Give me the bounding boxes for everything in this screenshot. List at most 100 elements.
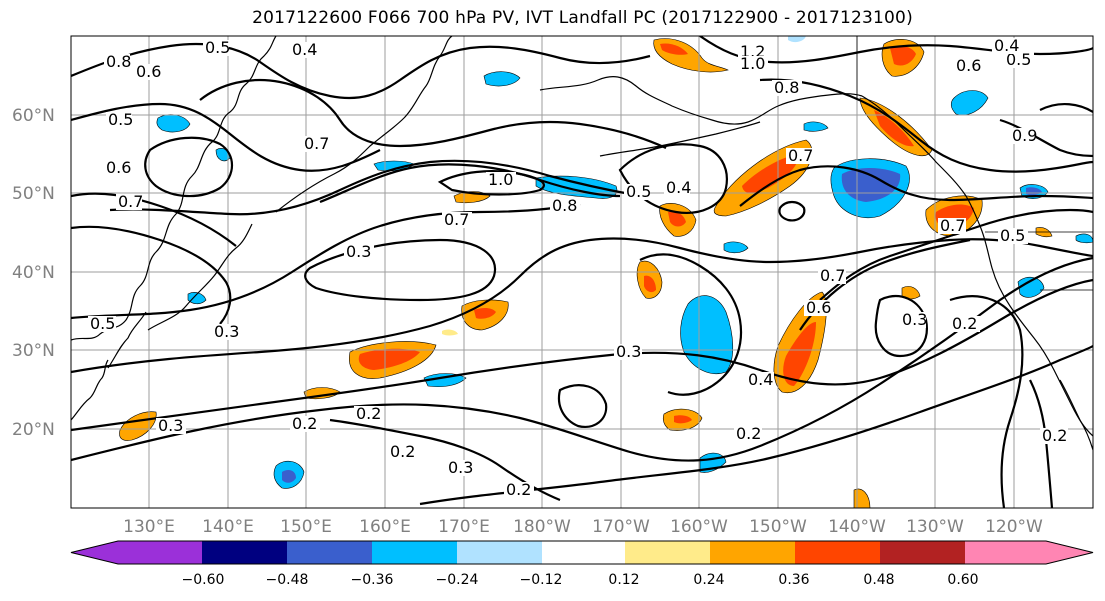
contour-label: 0.3 xyxy=(212,322,242,341)
contour-label: 0.4 xyxy=(746,370,774,389)
contour-west-0.6 xyxy=(71,225,232,325)
colorbar-segment xyxy=(582,541,625,564)
svg-text:0.8: 0.8 xyxy=(106,52,131,71)
china-coastline xyxy=(71,359,109,421)
positive-anomaly-core xyxy=(890,46,916,66)
svg-text:0.6: 0.6 xyxy=(106,158,131,177)
svg-text:0.2: 0.2 xyxy=(1042,426,1067,445)
colorbar-tick-label: 0.12 xyxy=(608,572,639,588)
chart-title: 2017122600 F066 700 hPa PV, IVT Landfall… xyxy=(252,8,913,28)
colorbar-segment xyxy=(710,541,795,564)
contour-label: 0.7 xyxy=(116,192,143,211)
negative-anomaly-patch xyxy=(723,241,749,254)
positive-anomaly-core xyxy=(644,275,656,293)
svg-text:0.8: 0.8 xyxy=(552,196,577,215)
colorbar-segment xyxy=(880,541,965,564)
svg-text:0.5: 0.5 xyxy=(108,110,133,129)
contour-0.3-loop xyxy=(304,238,497,302)
contour-0.3-south xyxy=(71,278,1093,432)
colorbar-segment xyxy=(202,541,287,564)
colorbar-segment xyxy=(372,541,457,564)
colorbar-segment xyxy=(287,541,372,564)
baja-coastline xyxy=(1059,379,1093,451)
aleutians-coastline xyxy=(599,121,761,157)
north-america-coastline xyxy=(979,225,1093,437)
contour-label: 0.7 xyxy=(938,216,966,235)
positive-anomaly-patch xyxy=(442,329,458,336)
svg-text:0.3: 0.3 xyxy=(616,342,641,361)
contour-loop-ne xyxy=(618,143,728,214)
map-frame xyxy=(70,35,1094,509)
lon-label: 150°W xyxy=(749,517,807,537)
positive-anomaly-core xyxy=(874,110,914,147)
lon-label: 150°E xyxy=(280,517,332,537)
colorbar-outline xyxy=(70,540,1094,565)
svg-text:0.7: 0.7 xyxy=(444,210,469,229)
contour-label: 0.2 xyxy=(950,314,980,333)
contour-east-0.3 xyxy=(874,295,928,358)
contour-label: 0.3 xyxy=(446,458,474,477)
contour-west-0.7 xyxy=(71,192,237,247)
lon-labels: 130°E 140°E 150°E 160°E 170°E 180°W 170°… xyxy=(123,517,1043,537)
lat-label: 30°N xyxy=(12,341,55,361)
lon-label: 120°W xyxy=(985,517,1043,537)
contour-label: 0.5 xyxy=(624,182,651,201)
colorbar-max-extension xyxy=(965,541,1093,564)
svg-text:0.2: 0.2 xyxy=(952,314,977,333)
contour-label: 0.4 xyxy=(992,36,1022,55)
svg-text:0.9: 0.9 xyxy=(1012,126,1037,145)
contour-label: 0.7 xyxy=(302,134,329,153)
contour-label: 0.5 xyxy=(1004,50,1034,69)
colorbar-min-extension xyxy=(71,541,202,564)
colorbar-segment xyxy=(457,541,542,564)
colorbar-tick-label: 0.36 xyxy=(778,572,809,588)
contour-0.5-west xyxy=(71,202,581,320)
colorbar-tick-label: −0.24 xyxy=(436,572,479,588)
contour-label: 0.7 xyxy=(786,146,814,165)
negative-anomaly-patch xyxy=(803,121,829,132)
positive-anomaly-core xyxy=(474,307,496,319)
svg-text:0.3: 0.3 xyxy=(346,242,371,261)
contour-0.3-mid xyxy=(71,237,1093,374)
contour-label: 0.2 xyxy=(290,414,320,433)
korea-coastline xyxy=(107,311,147,369)
alaska-coastline xyxy=(539,76,863,125)
lon-label: 140°E xyxy=(202,517,254,537)
svg-text:0.3: 0.3 xyxy=(158,416,183,435)
negative-anomaly-patch xyxy=(950,90,989,116)
lon-label: 170°W xyxy=(592,517,650,537)
lon-label: 140°W xyxy=(828,517,886,537)
svg-text:0.7: 0.7 xyxy=(820,266,845,285)
negative-anomaly-patch xyxy=(483,71,521,87)
contour-label: 0.4 xyxy=(290,40,317,59)
contour-label: 0.5 xyxy=(106,110,133,129)
colorbar-segment xyxy=(795,541,880,564)
contour-label: 0.2 xyxy=(1040,426,1068,445)
svg-text:0.4: 0.4 xyxy=(994,36,1019,55)
contour-label: 0.5 xyxy=(203,38,230,57)
contour-label: 0.4 xyxy=(664,178,691,197)
svg-text:0.3: 0.3 xyxy=(214,322,239,341)
contour-label: 1.0 xyxy=(486,170,516,189)
lon-label: 170°E xyxy=(438,517,490,537)
positive-anomaly-core xyxy=(358,348,420,370)
colorbar-tick-label: −0.36 xyxy=(351,572,394,588)
colorbar-labels: −0.60 −0.48 −0.36 −0.24 −0.12 0.12 0.24 … xyxy=(182,572,979,588)
contour-label: 0.8 xyxy=(550,196,580,215)
svg-text:0.2: 0.2 xyxy=(390,442,415,461)
svg-text:1.0: 1.0 xyxy=(488,170,513,189)
contour-label: 0.2 xyxy=(388,442,415,461)
negative-anomaly-patch xyxy=(1017,276,1045,298)
svg-text:0.5: 0.5 xyxy=(626,182,651,201)
svg-text:0.3: 0.3 xyxy=(448,458,473,477)
svg-text:0.7: 0.7 xyxy=(788,146,813,165)
colorbar-tick-label: −0.60 xyxy=(182,572,225,588)
svg-text:0.6: 0.6 xyxy=(956,56,981,75)
svg-text:0.7: 0.7 xyxy=(304,134,329,153)
lon-label: 160°E xyxy=(359,517,411,537)
svg-text:0.5: 0.5 xyxy=(90,314,115,333)
contour-east-0.7 xyxy=(819,208,1093,301)
contour-label-group: 0.8 0.5 0.4 0.6 0.7 0.5 1.2 1.0 0.5 0.4 … xyxy=(88,36,1068,499)
svg-text:0.6: 0.6 xyxy=(806,298,831,317)
